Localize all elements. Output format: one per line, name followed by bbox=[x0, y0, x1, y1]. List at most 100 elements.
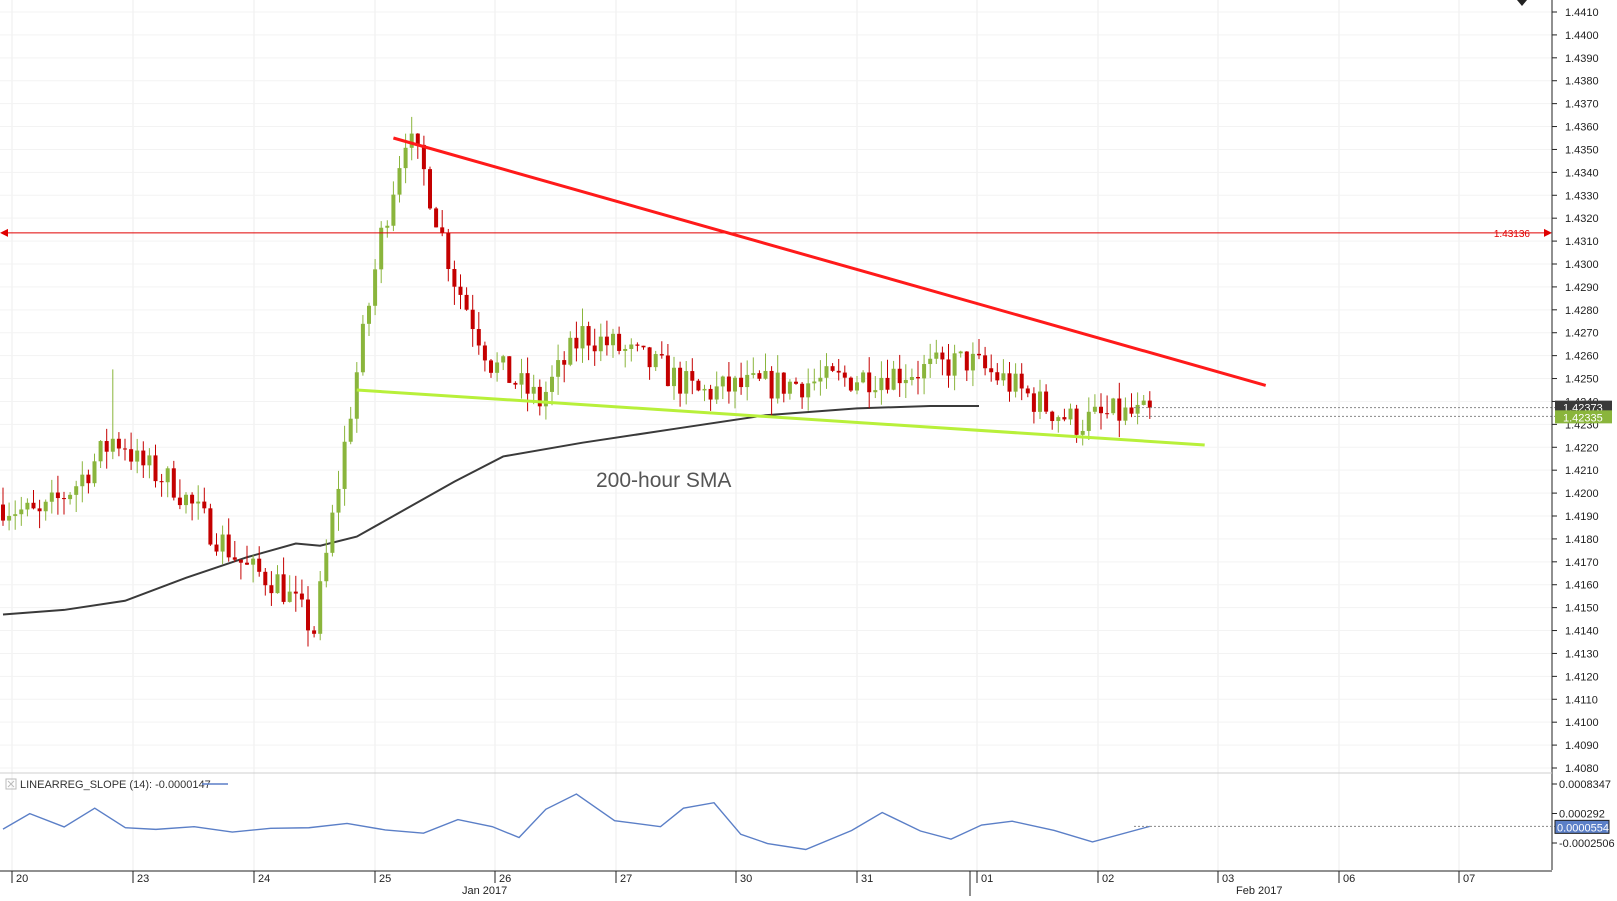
candle-body bbox=[80, 474, 85, 487]
candle-body bbox=[293, 591, 298, 594]
candle-body bbox=[1068, 408, 1073, 420]
indicator-tick-label: 0.0008347 bbox=[1559, 779, 1611, 791]
candle-body bbox=[324, 552, 329, 582]
candle-body bbox=[574, 337, 579, 349]
candle-body bbox=[287, 591, 292, 602]
candle-body bbox=[757, 373, 762, 379]
candle-body bbox=[1135, 404, 1140, 414]
indicator-panel: LINEARREG_SLOPE (14): -0.0000147 0.000834… bbox=[0, 772, 1615, 851]
candle-body bbox=[1019, 373, 1024, 389]
candle-body bbox=[952, 353, 957, 376]
price-tick-label: 1.4130 bbox=[1565, 648, 1599, 660]
price-tick-label: 1.4160 bbox=[1565, 580, 1599, 592]
price-tick-label: 1.4170 bbox=[1565, 557, 1599, 569]
candle-body bbox=[970, 353, 975, 371]
price-tick-label: 1.4180 bbox=[1565, 534, 1599, 546]
price-tick-label: 1.4310 bbox=[1565, 236, 1599, 248]
support-trend-line[interactable] bbox=[356, 388, 1205, 447]
candle-body bbox=[470, 309, 475, 330]
candle-body bbox=[678, 367, 683, 394]
candle-body bbox=[367, 305, 371, 324]
candle-body bbox=[861, 372, 866, 383]
candle-body bbox=[415, 133, 420, 145]
candle-body bbox=[775, 372, 780, 399]
candle-body bbox=[751, 373, 756, 375]
menu-caret-icon[interactable] bbox=[1516, 0, 1528, 8]
candle-body bbox=[129, 449, 134, 462]
candle-body bbox=[397, 168, 402, 195]
time-tick-label: 24 bbox=[258, 873, 270, 885]
candle-body bbox=[964, 351, 969, 371]
candle-body bbox=[171, 468, 176, 498]
candle-body bbox=[635, 344, 640, 346]
price-tick-label: 1.4290 bbox=[1565, 282, 1599, 294]
candle-body bbox=[604, 336, 609, 346]
candle-body bbox=[476, 329, 481, 346]
resistance-trend-line[interactable] bbox=[392, 136, 1267, 387]
candle-body bbox=[1056, 417, 1061, 422]
indicator-close-x bbox=[7, 780, 15, 788]
candle-body bbox=[696, 380, 701, 391]
candle-body bbox=[348, 418, 353, 442]
candle-body bbox=[842, 372, 847, 378]
time-tick-label: 02 bbox=[1102, 873, 1114, 885]
candle-body bbox=[458, 286, 463, 295]
candle-body bbox=[153, 455, 158, 482]
candle-body bbox=[1099, 406, 1103, 414]
candle-body bbox=[306, 599, 310, 631]
candle-body bbox=[977, 353, 981, 356]
candle-body bbox=[446, 232, 451, 269]
candle-body bbox=[1044, 391, 1049, 412]
candle-body bbox=[641, 345, 646, 348]
candle-body bbox=[135, 450, 140, 462]
candle-body bbox=[68, 494, 73, 500]
candle-body bbox=[513, 382, 518, 385]
candle-body bbox=[653, 354, 658, 368]
candle-body bbox=[983, 355, 988, 369]
candle-body bbox=[409, 133, 414, 148]
candle-body bbox=[1141, 400, 1146, 405]
candle-body bbox=[281, 574, 286, 602]
candle-body bbox=[495, 362, 500, 373]
candle-body bbox=[391, 194, 396, 226]
price-tick-label: 1.4350 bbox=[1565, 144, 1599, 156]
candle-body bbox=[659, 354, 664, 356]
candle-body bbox=[177, 497, 182, 506]
candle-body bbox=[7, 515, 12, 521]
indicator-title: LINEARREG_SLOPE (14): -0.0000147 bbox=[20, 779, 211, 791]
candle-body bbox=[232, 557, 237, 560]
candle-body bbox=[684, 371, 689, 394]
candle-body bbox=[110, 438, 115, 452]
candle-body bbox=[275, 574, 280, 594]
sma-annotation: 200-hour SMA bbox=[596, 469, 731, 492]
price-tick-label: 1.4270 bbox=[1565, 328, 1599, 340]
candle-body bbox=[428, 169, 432, 209]
candle-body bbox=[49, 492, 54, 502]
candle-body bbox=[86, 474, 91, 484]
price-tick-label: 1.4390 bbox=[1565, 53, 1599, 65]
price-tick-label: 1.4300 bbox=[1565, 259, 1599, 271]
candle-body bbox=[165, 468, 170, 483]
candle-body bbox=[92, 461, 97, 484]
candle-body bbox=[745, 374, 750, 388]
candle-body bbox=[781, 372, 786, 394]
candle-body bbox=[360, 323, 365, 373]
indicator-value-label: 0.0000554 bbox=[1557, 822, 1609, 834]
candle-body bbox=[1086, 411, 1091, 431]
candle-body bbox=[31, 502, 36, 509]
candle-body bbox=[1117, 398, 1122, 421]
price-tick-label: 1.4250 bbox=[1565, 374, 1599, 386]
candle-body bbox=[434, 208, 439, 228]
candle-body bbox=[379, 227, 384, 270]
price-tick-label: 1.4380 bbox=[1565, 76, 1599, 88]
candle-body bbox=[800, 383, 805, 398]
indicator-close-icon[interactable] bbox=[5, 778, 17, 790]
price-tick-label: 1.4110 bbox=[1565, 694, 1598, 706]
indicator-tick-label: 0.000292 bbox=[1559, 809, 1605, 821]
candle-body bbox=[196, 501, 201, 504]
candle-body bbox=[1092, 406, 1097, 412]
candle-body bbox=[62, 498, 66, 500]
candle-body bbox=[922, 364, 927, 379]
candle-body bbox=[1025, 388, 1030, 394]
